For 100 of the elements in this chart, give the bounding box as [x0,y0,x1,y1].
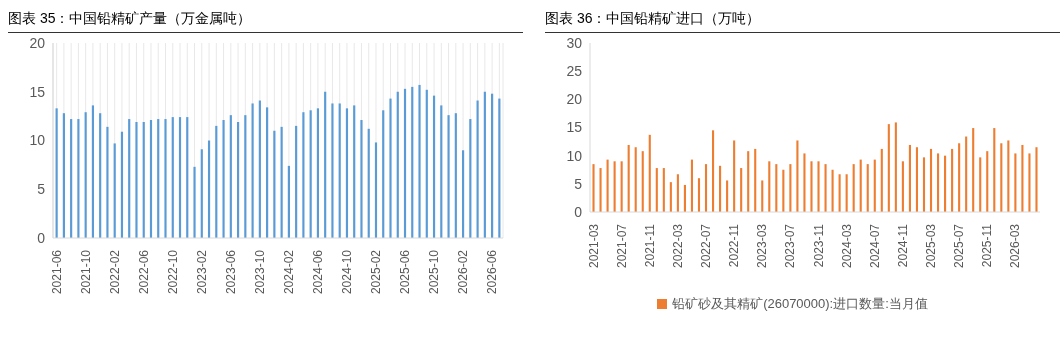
bar [697,178,701,212]
y-tick-label: 20 [29,34,46,51]
bar [106,126,109,238]
bar [901,161,904,212]
bar [316,108,320,238]
bar [157,119,160,238]
x-tick-label: 2022-02 [107,249,122,295]
x-tick-label: 2021-11 [642,223,657,268]
bar [620,161,623,212]
bar [810,161,813,212]
x-tick-label: 2023-03 [755,223,770,269]
bar [845,174,848,212]
bar [186,117,189,238]
bar [128,119,131,238]
bar [164,119,167,238]
bar [229,115,232,238]
bar [498,98,501,238]
bar [178,117,182,238]
bar [258,100,261,238]
bar [782,169,785,212]
bar [324,91,327,238]
bar [922,157,926,212]
bar [476,100,479,238]
bar [222,120,225,238]
x-tick-label: 2023-11 [811,223,826,268]
bar [120,131,124,238]
y-tick-label: 0 [574,203,583,220]
bar [873,159,876,212]
bar [634,147,637,212]
bar [99,113,102,238]
bar [200,149,203,238]
bar [84,112,87,238]
bar [669,182,672,212]
x-tick-label: 2024-10 [339,249,354,295]
y-tick-label: 20 [566,91,583,108]
y-tick-label: 5 [574,175,583,192]
bar [761,180,764,212]
bar [77,119,80,238]
y-tick-label: 5 [37,181,46,198]
bar [113,143,116,238]
bar [908,144,911,212]
bar [396,91,399,238]
bar [754,148,757,212]
x-tick-label: 2023-02 [194,249,209,295]
bar [824,164,827,212]
bar [491,93,494,238]
bar [662,168,665,212]
bar [338,103,341,238]
bar [135,121,138,238]
bar [768,161,771,212]
x-tick-label: 2023-10 [252,249,267,295]
bar [690,159,694,212]
bar [951,148,954,212]
x-tick-label: 2022-06 [136,249,151,295]
x-tick-label: 2026-02 [456,249,471,295]
y-tick-label: 15 [29,83,46,100]
bar [894,122,897,212]
bar [1021,144,1024,212]
bar [367,128,370,238]
bar [958,143,961,212]
bar [1007,140,1010,212]
bar [683,184,686,212]
bar [936,153,940,212]
bar [1035,147,1038,212]
x-tick-label: 2022-10 [165,249,180,295]
x-tick-label: 2022-07 [699,223,714,269]
bar [193,166,196,238]
bar [929,148,933,212]
x-tick-label: 2025-11 [980,223,995,268]
x-tick-label: 2021-06 [49,249,64,295]
bar [440,105,443,238]
bar [740,168,743,212]
y-tick-label: 15 [566,119,583,136]
bar [382,110,385,238]
x-tick-label: 2025-07 [952,223,967,269]
x-tick-label: 2025-06 [398,249,413,295]
bar [374,142,378,238]
bar [733,140,736,212]
bar [796,140,799,212]
bar [887,124,890,212]
chart-title: 图表 36：中国铅精矿进口（万吨） [545,8,1060,33]
bar [70,119,73,238]
bar [360,120,363,238]
bar [789,164,792,212]
bar [993,128,996,212]
bar [251,103,254,238]
bar [469,119,472,238]
y-tick-label: 0 [37,229,46,246]
bar [411,86,414,238]
bar [711,130,715,212]
bar [345,108,349,238]
bar [1028,153,1031,212]
x-tick-label: 2024-03 [839,223,854,269]
bar [803,153,806,212]
bar [965,136,968,212]
bar [817,161,820,212]
bar [280,126,283,238]
bar [454,113,457,238]
bar [606,159,609,212]
bar [389,98,392,238]
